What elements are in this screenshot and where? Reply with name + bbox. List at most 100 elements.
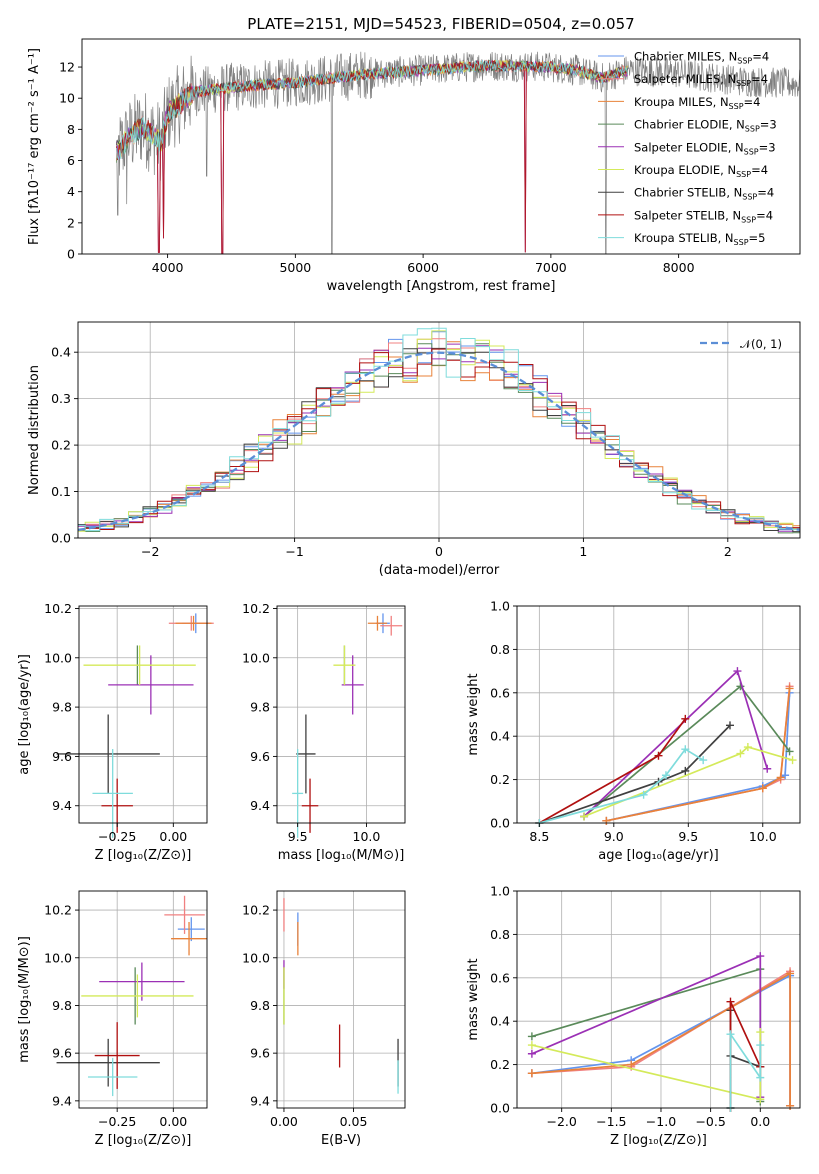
panel-mass-vs-Z: −0.25 0.00 9.4 9.6 9.8 10.0 10.2 Z [log₁₀(Z/Z⊙)… — [17, 890, 208, 1148]
histogram-kroupa-elodie — [78, 330, 800, 532]
y-tick-label: 9.6 — [250, 749, 270, 764]
panel-mass-weight-vs-Z: −2.0 −1.5 −1.0 −0.5 0.0 0.0 0.2 0.4 0.6 0.8 1.0 Z [… — [466, 884, 801, 1148]
x-axis-label: E(B-V) — [321, 1133, 361, 1148]
y-tick-label: 9.8 — [52, 700, 72, 715]
y-tick-label: 10.2 — [242, 903, 270, 918]
y-tick-label: 10 — [59, 91, 75, 106]
x-axis-label: (data-model)/error — [379, 563, 500, 578]
x-tick-label: 9.5 — [678, 829, 698, 844]
errorbar-salpeter-miles — [164, 895, 205, 934]
series-kroupa-elodie-marker — [527, 1041, 536, 1050]
series-salpeter-stelib-marker — [726, 997, 735, 1006]
series-kroupa-miles-marker — [627, 1060, 636, 1069]
legend-label-chabrier-stelib: Chabrier STELIB, NSSP=4 — [634, 186, 774, 202]
series-kroupa-elodie-marker — [756, 1028, 765, 1037]
series-kroupa-stelib-marker — [726, 1030, 735, 1039]
x-axis-label: Z [log₁₀(Z/Z⊙)] — [95, 848, 192, 863]
plot-area — [77, 327, 801, 534]
x-tick-label: −0.25 — [98, 1114, 136, 1129]
x-tick-label: 8000 — [663, 260, 695, 275]
panel-residual-histogram: −2 −1 0 1 2 0.0 0.1 0.2 0.3 0.4 (data-model)/error… — [27, 321, 801, 578]
y-tick-label: 10.0 — [242, 950, 270, 965]
gridlines — [517, 605, 800, 824]
series-chabrier-stelib-marker — [681, 766, 690, 775]
series-kroupa-miles-marker — [527, 1069, 536, 1078]
series-kroupa-elodie-marker — [788, 756, 797, 765]
series-kroupa-elodie-marker — [743, 743, 752, 752]
series-kroupa-stelib-marker — [639, 790, 648, 799]
plot-area — [56, 613, 214, 838]
series-kroupa-stelib-marker — [699, 756, 708, 765]
errorbar-kroupa-stelib — [92, 749, 133, 838]
plot-area — [116, 51, 800, 254]
errorbar-chabrier-stelib — [56, 714, 160, 794]
y-tick-label: 9.4 — [52, 798, 72, 813]
axes-frame — [276, 890, 406, 1109]
legend-label-salpeter-elodie: Salpeter ELODIE, NSSP=3 — [634, 140, 776, 156]
x-tick-label: 0.00 — [270, 1114, 298, 1129]
y-tick-label: 0.2 — [490, 772, 510, 787]
y-tick-label: 6 — [67, 153, 75, 168]
y-tick-label: 0 — [67, 247, 75, 262]
y-tick-label: 12 — [59, 60, 75, 75]
x-tick-label: 0.0 — [750, 1114, 770, 1129]
y-axis-label: Flux [fλ10⁻¹⁷ erg cm⁻² s⁻¹ A⁻¹] — [27, 48, 42, 245]
legend-label-chabrier-miles: Chabrier MILES, NSSP=4 — [634, 50, 769, 66]
series-chabrier-stelib-line — [539, 724, 731, 824]
y-tick-label: 10.0 — [44, 650, 72, 665]
y-tick-label: 1.0 — [490, 599, 510, 614]
series-kroupa-miles-marker — [758, 784, 767, 793]
legend-label-kroupa-stelib: Kroupa STELIB, NSSP=5 — [634, 231, 765, 247]
x-axis-label: wavelength [Angstrom, rest frame] — [327, 279, 556, 294]
axes-frame — [78, 605, 208, 824]
y-tick-label: 0.6 — [490, 685, 510, 700]
panel-mass-vs-EBV: 0.00 0.05 9.4 9.6 9.8 10.0 10.2 E(B-V) — [242, 890, 406, 1148]
series-kroupa-miles-line — [606, 688, 791, 822]
series-kroupa-miles — [527, 969, 795, 1110]
series-kroupa-elodie — [527, 1028, 765, 1104]
x-tick-label: 0 — [435, 544, 443, 559]
x-tick-label: 2 — [724, 544, 732, 559]
observed-spectrum-line — [116, 51, 800, 254]
series-kroupa-elodie-marker — [736, 749, 745, 758]
errorbar-chabrier-miles — [177, 917, 205, 942]
x-tick-label: 10.0 — [353, 829, 381, 844]
y-tick-label: 0.2 — [51, 438, 71, 453]
series-kroupa-elodie — [580, 743, 797, 821]
axes-frame — [516, 890, 801, 1109]
y-axis-label: age [log₁₀(age/yr)] — [17, 654, 32, 775]
x-tick-label: 10.0 — [749, 829, 777, 844]
series-salpeter-stelib — [535, 714, 690, 827]
x-tick-label: 0.05 — [340, 1114, 368, 1129]
series-kroupa-miles — [602, 684, 794, 825]
axes-frame — [78, 890, 208, 1109]
x-tick-label: 4000 — [152, 260, 184, 275]
errorbar-chabrier-stelib — [296, 714, 316, 794]
x-tick-label: 0.00 — [159, 1114, 187, 1129]
y-axis-label: Normed distribution — [27, 365, 42, 495]
errorbar-chabrier-stelib — [56, 1038, 160, 1087]
plot-area — [527, 952, 795, 1112]
panel-age-vs-Z: −0.25 0.00 9.4 9.6 9.8 10.0 10.2 Z [log₁₀(Z/Z⊙)… — [17, 601, 214, 863]
x-tick-label: 9.5 — [288, 829, 308, 844]
y-tick-label: 9.8 — [250, 998, 270, 1013]
y-tick-label: 0.2 — [490, 1057, 510, 1072]
series-chabrier-elodie-marker — [785, 747, 794, 756]
series-chabrier-stelib-marker — [725, 721, 734, 730]
x-tick-label: 0.00 — [159, 829, 187, 844]
x-axis-label: age [log₁₀(age/yr)] — [598, 848, 719, 863]
y-tick-label: 0.0 — [490, 816, 510, 831]
legend-label-normal: 𝒩(0, 1) — [740, 337, 782, 351]
series-kroupa-miles-marker — [785, 684, 794, 693]
gridlines — [277, 606, 405, 823]
y-tick-label: 0.0 — [490, 1101, 510, 1116]
errorbar-kroupa-miles — [367, 615, 388, 631]
series-kroupa-elodie-line — [583, 746, 793, 818]
legend-label-kroupa-miles: Kroupa MILES, NSSP=4 — [634, 95, 760, 111]
x-tick-label: −2.0 — [547, 1114, 577, 1129]
gridlines — [79, 606, 207, 823]
y-tick-label: 9.4 — [250, 798, 270, 813]
y-tick-label: 9.6 — [250, 1046, 270, 1061]
legend: Chabrier MILES, NSSP=4 Salpeter MILES, NS… — [598, 50, 777, 247]
